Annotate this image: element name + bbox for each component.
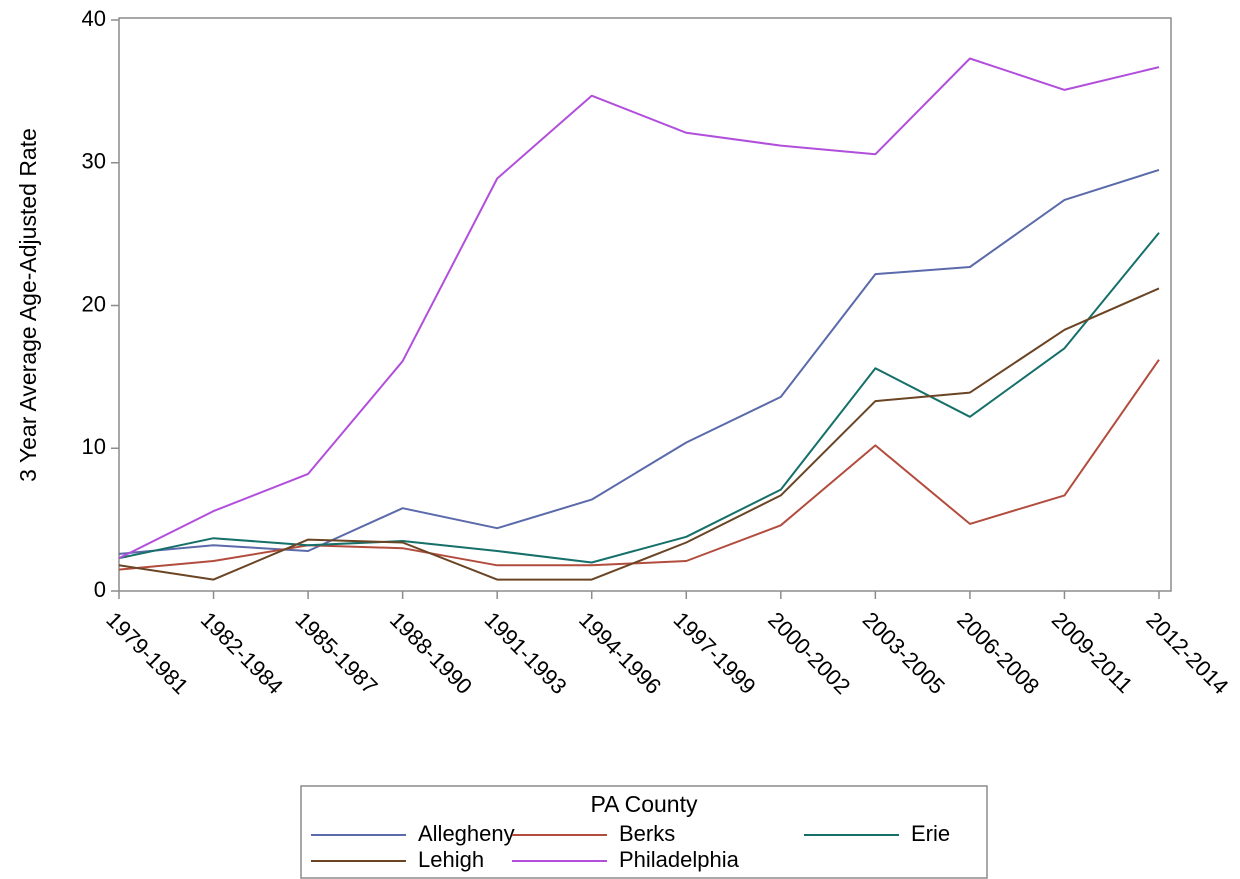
legend-title: PA County [591, 791, 698, 817]
legend-label-berks: Berks [619, 821, 675, 846]
y-tick-label: 10 [82, 434, 106, 459]
legend-label-lehigh: Lehigh [418, 847, 484, 872]
x-tick-label: 2006-2008 [952, 607, 1044, 699]
series-line-berks [118, 359, 1160, 571]
y-axis-title: 3 Year Average Age-Adjusted Rate [15, 128, 41, 482]
y-tick-label: 20 [82, 291, 106, 316]
legend: PA County Allegheny Berks Erie Lehigh Philad… [300, 785, 988, 879]
y-tick-label: 30 [82, 149, 106, 174]
x-tick-label: 1982-1984 [196, 607, 288, 699]
x-axis: 1979-1981 1982-1984 1985-1987 1988-1990 1991… [101, 591, 1233, 699]
x-tick-label: 2000-2002 [763, 607, 855, 699]
legend-label-erie: Erie [911, 821, 950, 846]
x-tick-label: 2012-2014 [1141, 607, 1233, 699]
series-line-erie [118, 232, 1160, 564]
legend-label-philadelphia: Philadelphia [619, 847, 740, 872]
x-tick-label: 2009-2011 [1047, 607, 1138, 698]
legend-frame [300, 785, 988, 879]
x-tick-label: 1994-1996 [574, 607, 666, 699]
x-tick-label: 1988-1990 [385, 607, 477, 699]
series-lines [118, 57, 1160, 581]
series-line-philadelphia [118, 57, 1160, 560]
x-tick-label: 1979-1981 [101, 607, 193, 699]
x-tick-label: 1997-1999 [669, 607, 761, 699]
y-tick-label: 40 [82, 6, 106, 31]
plot-frame [118, 17, 1172, 592]
x-tick-label: 1985-1987 [290, 607, 382, 699]
y-tick-label: 0 [94, 577, 106, 602]
y-axis: 0 10 20 30 40 [82, 6, 119, 602]
x-tick-label: 2003-2005 [858, 607, 950, 699]
x-tick-label: 1991-1993 [480, 607, 572, 699]
legend-label-allegheny: Allegheny [418, 821, 515, 846]
series-line-lehigh [118, 287, 1160, 581]
series-line-allegheny [118, 168, 1160, 555]
